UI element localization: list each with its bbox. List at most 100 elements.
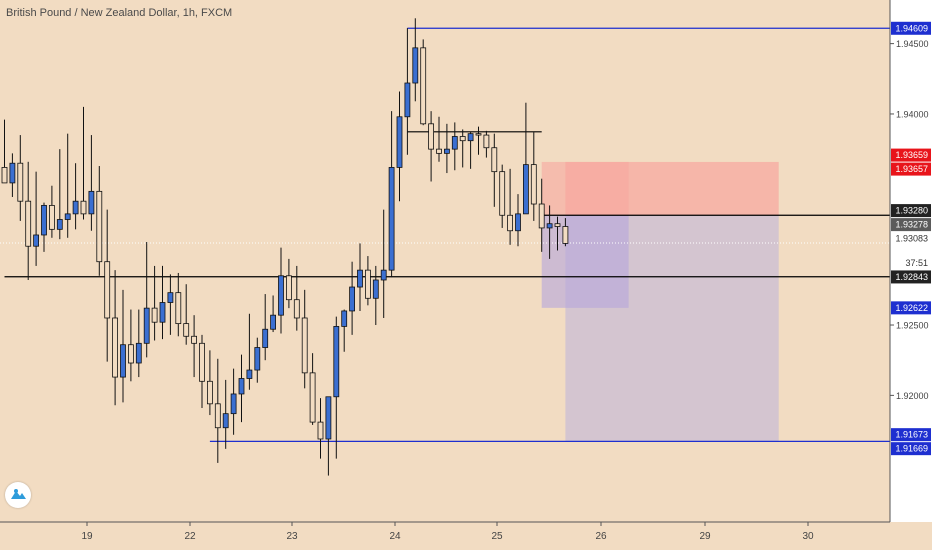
candle-body xyxy=(159,302,166,323)
candle-body xyxy=(96,190,103,263)
candle-body xyxy=(72,200,79,215)
price-label: 1.91673 xyxy=(895,430,928,440)
candlestick-series xyxy=(1,18,569,476)
price-label-box xyxy=(891,301,931,315)
candle-body xyxy=(175,292,182,325)
price-labels: 1.94609 1.93659 1.93657 1.93280 1.93278 1.930… xyxy=(891,21,931,456)
x-tick-label: 26 xyxy=(595,531,607,542)
candle-body xyxy=(333,326,340,398)
candle-body xyxy=(88,190,95,215)
candle-body xyxy=(301,317,308,374)
candle-body xyxy=(491,147,498,173)
candle-body xyxy=(562,226,569,244)
candle-body xyxy=(143,307,150,344)
candle-body xyxy=(483,134,490,149)
candle-body xyxy=(238,378,245,395)
price-label: 1.92622 xyxy=(895,303,928,313)
candle-body xyxy=(451,136,458,150)
candle-body xyxy=(270,314,277,330)
candle-body xyxy=(325,396,332,440)
candle-body xyxy=(80,200,87,215)
price-label: 1.92843 xyxy=(895,272,928,282)
candle-body xyxy=(183,323,190,337)
y-tick-label: 1.92500 xyxy=(896,321,929,331)
candle-body xyxy=(467,133,474,142)
candle-body xyxy=(41,205,47,236)
candle-body xyxy=(151,307,158,323)
candle-body xyxy=(199,342,205,382)
candle-body xyxy=(135,342,142,364)
candle-body xyxy=(309,372,316,423)
price-axis-ticks: 1.94500 1.94000 1.92500 1.92000 xyxy=(890,39,929,401)
x-tick-label: 24 xyxy=(389,531,401,542)
price-label-box xyxy=(891,218,931,232)
candle-body xyxy=(167,292,174,303)
x-tick-label: 23 xyxy=(286,531,298,542)
candle-body xyxy=(25,200,32,247)
candle-body xyxy=(285,275,292,301)
price-label: 1.93657 xyxy=(895,164,928,174)
stop-loss-zone xyxy=(541,161,629,216)
candle-body xyxy=(17,162,24,202)
candle-body xyxy=(530,164,537,205)
candle-body xyxy=(380,269,387,281)
candle-body xyxy=(357,269,363,288)
price-label: 1.93280 xyxy=(895,206,928,216)
candle-body xyxy=(9,162,16,184)
price-label-box xyxy=(891,442,931,456)
take-profit-zone xyxy=(541,215,629,308)
tradingview-logo-icon[interactable] xyxy=(5,482,31,508)
candle-body xyxy=(507,214,514,232)
candle-body xyxy=(254,347,261,371)
candle-body xyxy=(436,148,442,154)
price-label: 1.93278 xyxy=(895,220,928,230)
candle-body xyxy=(317,421,324,440)
candle-body xyxy=(64,213,71,220)
price-label-box xyxy=(891,204,931,218)
x-tick-label: 29 xyxy=(699,531,711,542)
candle-body xyxy=(341,310,348,327)
candle-body xyxy=(349,286,356,312)
price-label: 1.94609 xyxy=(895,23,928,33)
candle-body xyxy=(246,369,253,379)
x-tick-label: 30 xyxy=(802,531,814,542)
x-tick-label: 22 xyxy=(184,531,196,542)
candle-body xyxy=(222,413,229,429)
price-label: 1.93659 xyxy=(895,150,928,160)
candle-body xyxy=(420,47,427,125)
candle-body xyxy=(112,317,118,378)
candle-body xyxy=(1,167,8,184)
candle-body xyxy=(49,205,55,230)
candle-body xyxy=(515,213,521,232)
price-label: 37:51 xyxy=(905,258,928,268)
y-tick-label: 1.94500 xyxy=(896,39,929,49)
candle-body xyxy=(499,171,506,216)
candle-body xyxy=(396,116,403,168)
candle-body xyxy=(475,133,482,136)
y-tick-label: 1.94000 xyxy=(896,109,929,119)
candle-body xyxy=(428,123,435,150)
chart-title: British Pound / New Zealand Dollar, 1h, … xyxy=(6,7,233,19)
y-tick-label: 1.92000 xyxy=(896,391,929,401)
price-label-box xyxy=(891,232,931,246)
price-label-box xyxy=(891,256,931,270)
candle-body xyxy=(412,47,419,84)
x-tick-label: 19 xyxy=(81,531,93,542)
candle-body xyxy=(230,393,237,415)
candle-body xyxy=(191,335,198,344)
candle-body xyxy=(104,261,111,319)
candle-body xyxy=(443,148,450,154)
candle-body xyxy=(127,344,134,364)
candle-body xyxy=(538,203,545,229)
candle-body xyxy=(214,403,221,429)
candle-body xyxy=(523,164,529,215)
position-zones xyxy=(541,161,779,442)
candle-body xyxy=(278,275,284,316)
price-label: 1.93083 xyxy=(895,234,928,244)
time-axis-panel[interactable] xyxy=(0,522,932,550)
candle-body xyxy=(120,344,126,378)
time-axis-ticks: 19 22 23 24 25 26 29 30 xyxy=(81,522,814,542)
candle-body xyxy=(459,136,466,142)
price-label-box xyxy=(891,162,931,176)
